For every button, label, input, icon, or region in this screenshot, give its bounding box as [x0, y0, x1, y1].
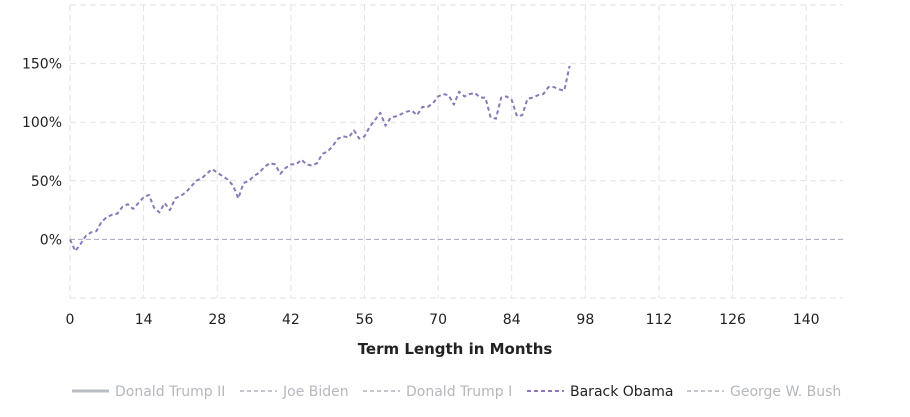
series-lines	[69, 65, 571, 253]
x-tick-label: 84	[503, 312, 521, 328]
x-tick-label: 140	[793, 312, 820, 328]
legend-item[interactable]: Donald Trump I	[363, 384, 512, 400]
legend-label: George W. Bush	[730, 384, 841, 400]
x-tick-label: 0	[66, 312, 75, 328]
x-tick-label: 126	[719, 312, 746, 328]
y-tick-label: 50%	[31, 174, 62, 190]
x-tick-label: 28	[208, 312, 226, 328]
y-axis-ticks: 0% 50% 100% 150%	[22, 57, 62, 249]
y-tick-label: 150%	[22, 57, 62, 73]
gridlines	[69, 4, 843, 299]
y-tick-label: 100%	[22, 115, 62, 131]
x-tick-label: 112	[646, 312, 673, 328]
x-axis-ticks: 0 14 28 42 56 70 84 98 112 126 140	[66, 312, 820, 328]
x-tick-label: 42	[282, 312, 300, 328]
legend-item[interactable]: Joe Biden	[240, 384, 349, 400]
x-tick-label: 98	[576, 312, 594, 328]
legend-item[interactable]: George W. Bush	[687, 384, 841, 400]
legend-label: Barack Obama	[570, 384, 673, 400]
legend-label: Donald Trump II	[115, 384, 225, 400]
legend-label: Joe Biden	[282, 384, 349, 400]
series-line	[69, 65, 571, 253]
legend-item[interactable]: Donald Trump II	[72, 384, 225, 400]
legend: Donald Trump II Joe Biden Donald Trump I Ba…	[72, 384, 841, 400]
x-axis-label: Term Length in Months	[358, 340, 553, 358]
legend-item[interactable]: Barack Obama	[527, 384, 673, 400]
x-tick-label: 70	[429, 312, 447, 328]
y-tick-label: 0%	[40, 232, 62, 248]
x-tick-label: 56	[356, 312, 374, 328]
x-tick-label: 14	[135, 312, 153, 328]
legend-label: Donald Trump I	[406, 384, 512, 400]
